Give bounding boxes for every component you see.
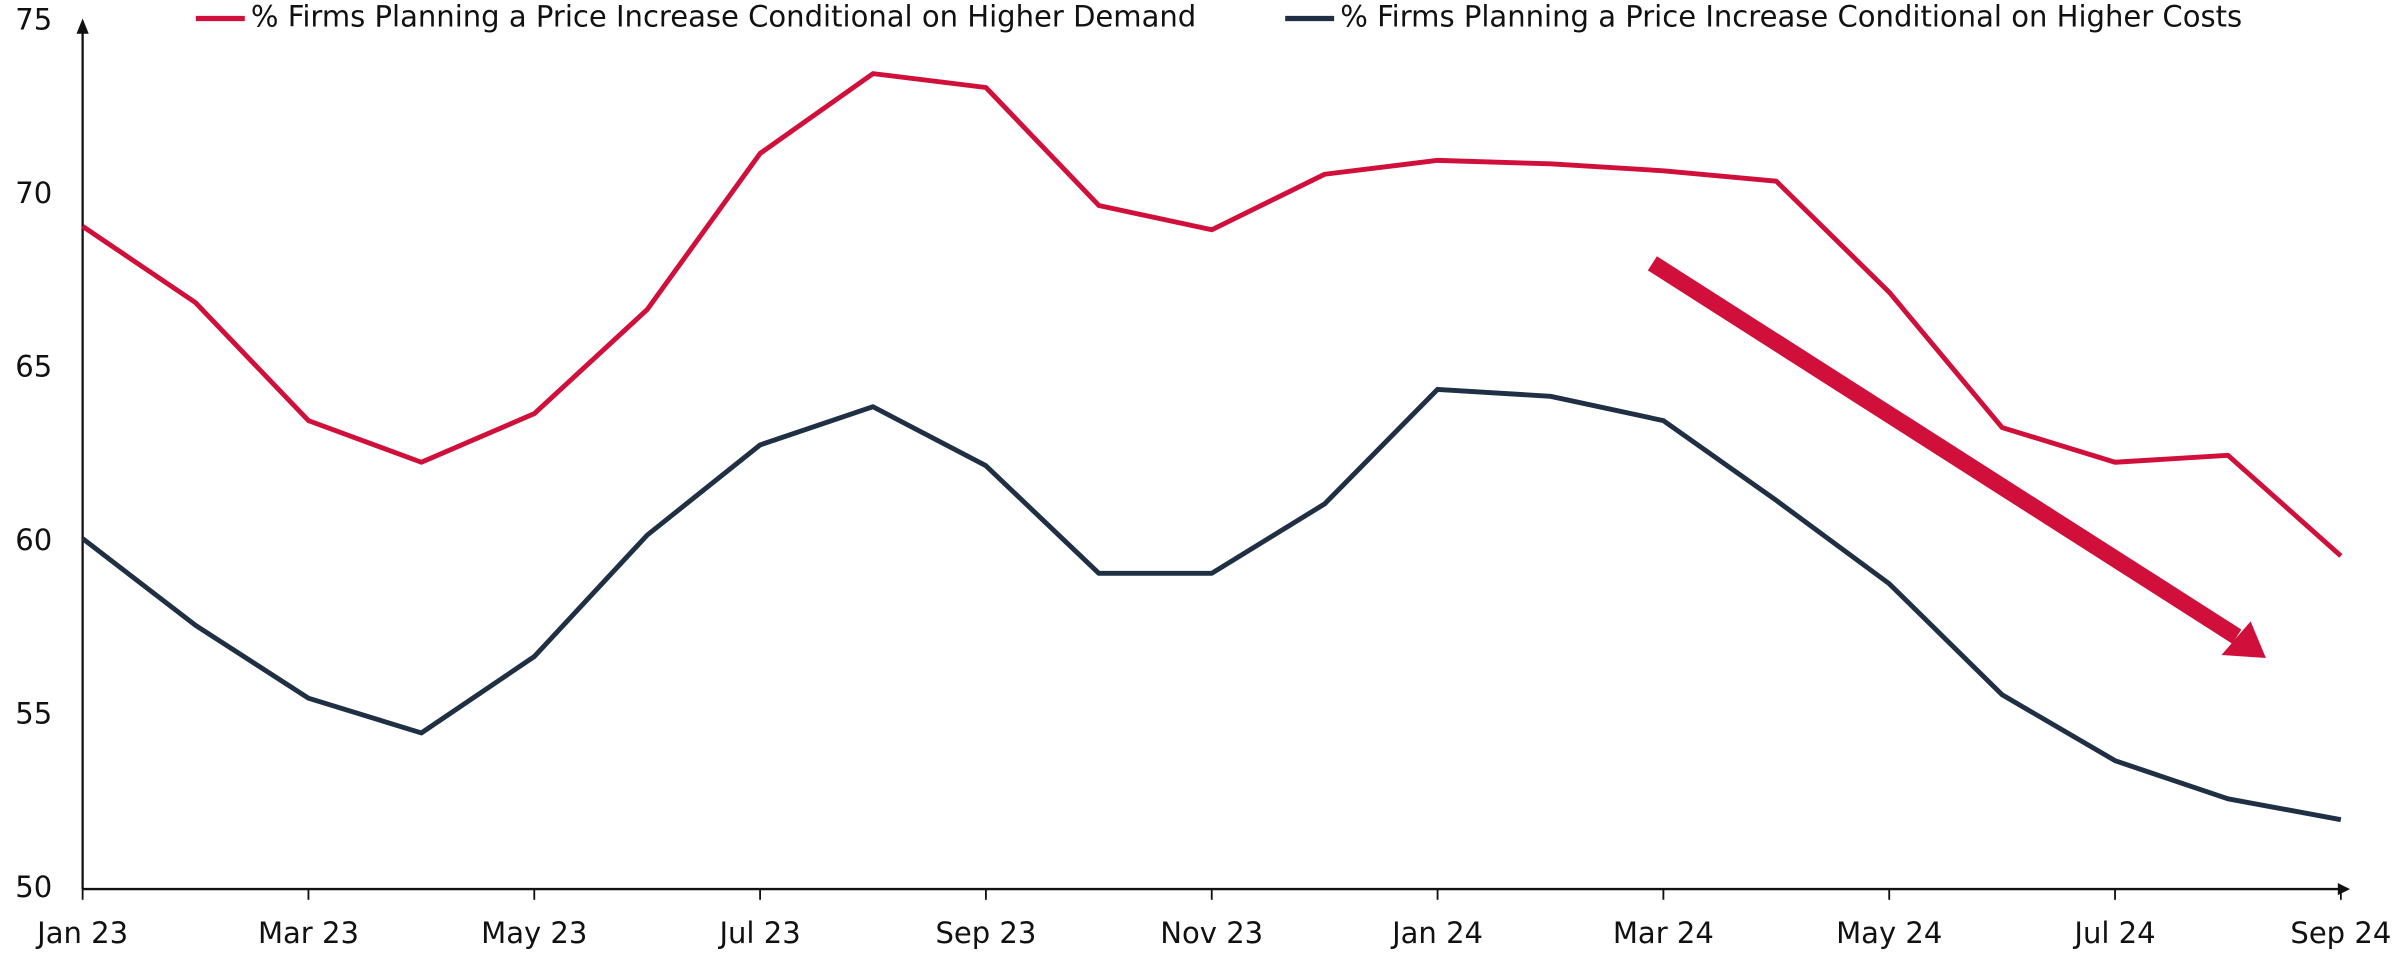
y-tick-label: 55 (15, 697, 52, 731)
x-tick-label: Jul 23 (717, 916, 800, 950)
x-tick-label: Jul 24 (2072, 916, 2155, 950)
arrow-head (2221, 621, 2266, 659)
x-tick-label: Mar 23 (258, 916, 359, 950)
series-line (81, 71, 2343, 558)
x-axis-arrow (2337, 882, 2351, 896)
x-tick-label: Nov 23 (1160, 916, 1263, 950)
y-axis-arrow (76, 18, 89, 34)
x-tick-label: May 24 (1836, 916, 1942, 950)
x-tick-label: Mar 24 (1613, 916, 1714, 950)
y-tick-label: 60 (15, 523, 52, 557)
x-tick-label: Sep 23 (935, 916, 1036, 950)
y-tick-label: 75 (15, 3, 52, 37)
x-tick-label: May 23 (481, 916, 587, 950)
arrow-shaft (1647, 256, 2242, 644)
y-tick-label: 65 (15, 350, 52, 384)
trend-arrow (1647, 256, 2266, 659)
x-tick-label: Jan 24 (1390, 916, 1483, 950)
y-tick-label: 50 (15, 870, 52, 904)
legend-label: % Firms Planning a Price Increase Condit… (251, 0, 1196, 34)
x-tick-label: Sep 24 (2290, 916, 2391, 950)
series-line (81, 386, 2342, 823)
y-tick-label: 70 (15, 176, 52, 210)
x-tick-label: Jan 23 (35, 916, 128, 950)
legend-label: % Firms Planning a Price Increase Condit… (1340, 0, 2242, 34)
